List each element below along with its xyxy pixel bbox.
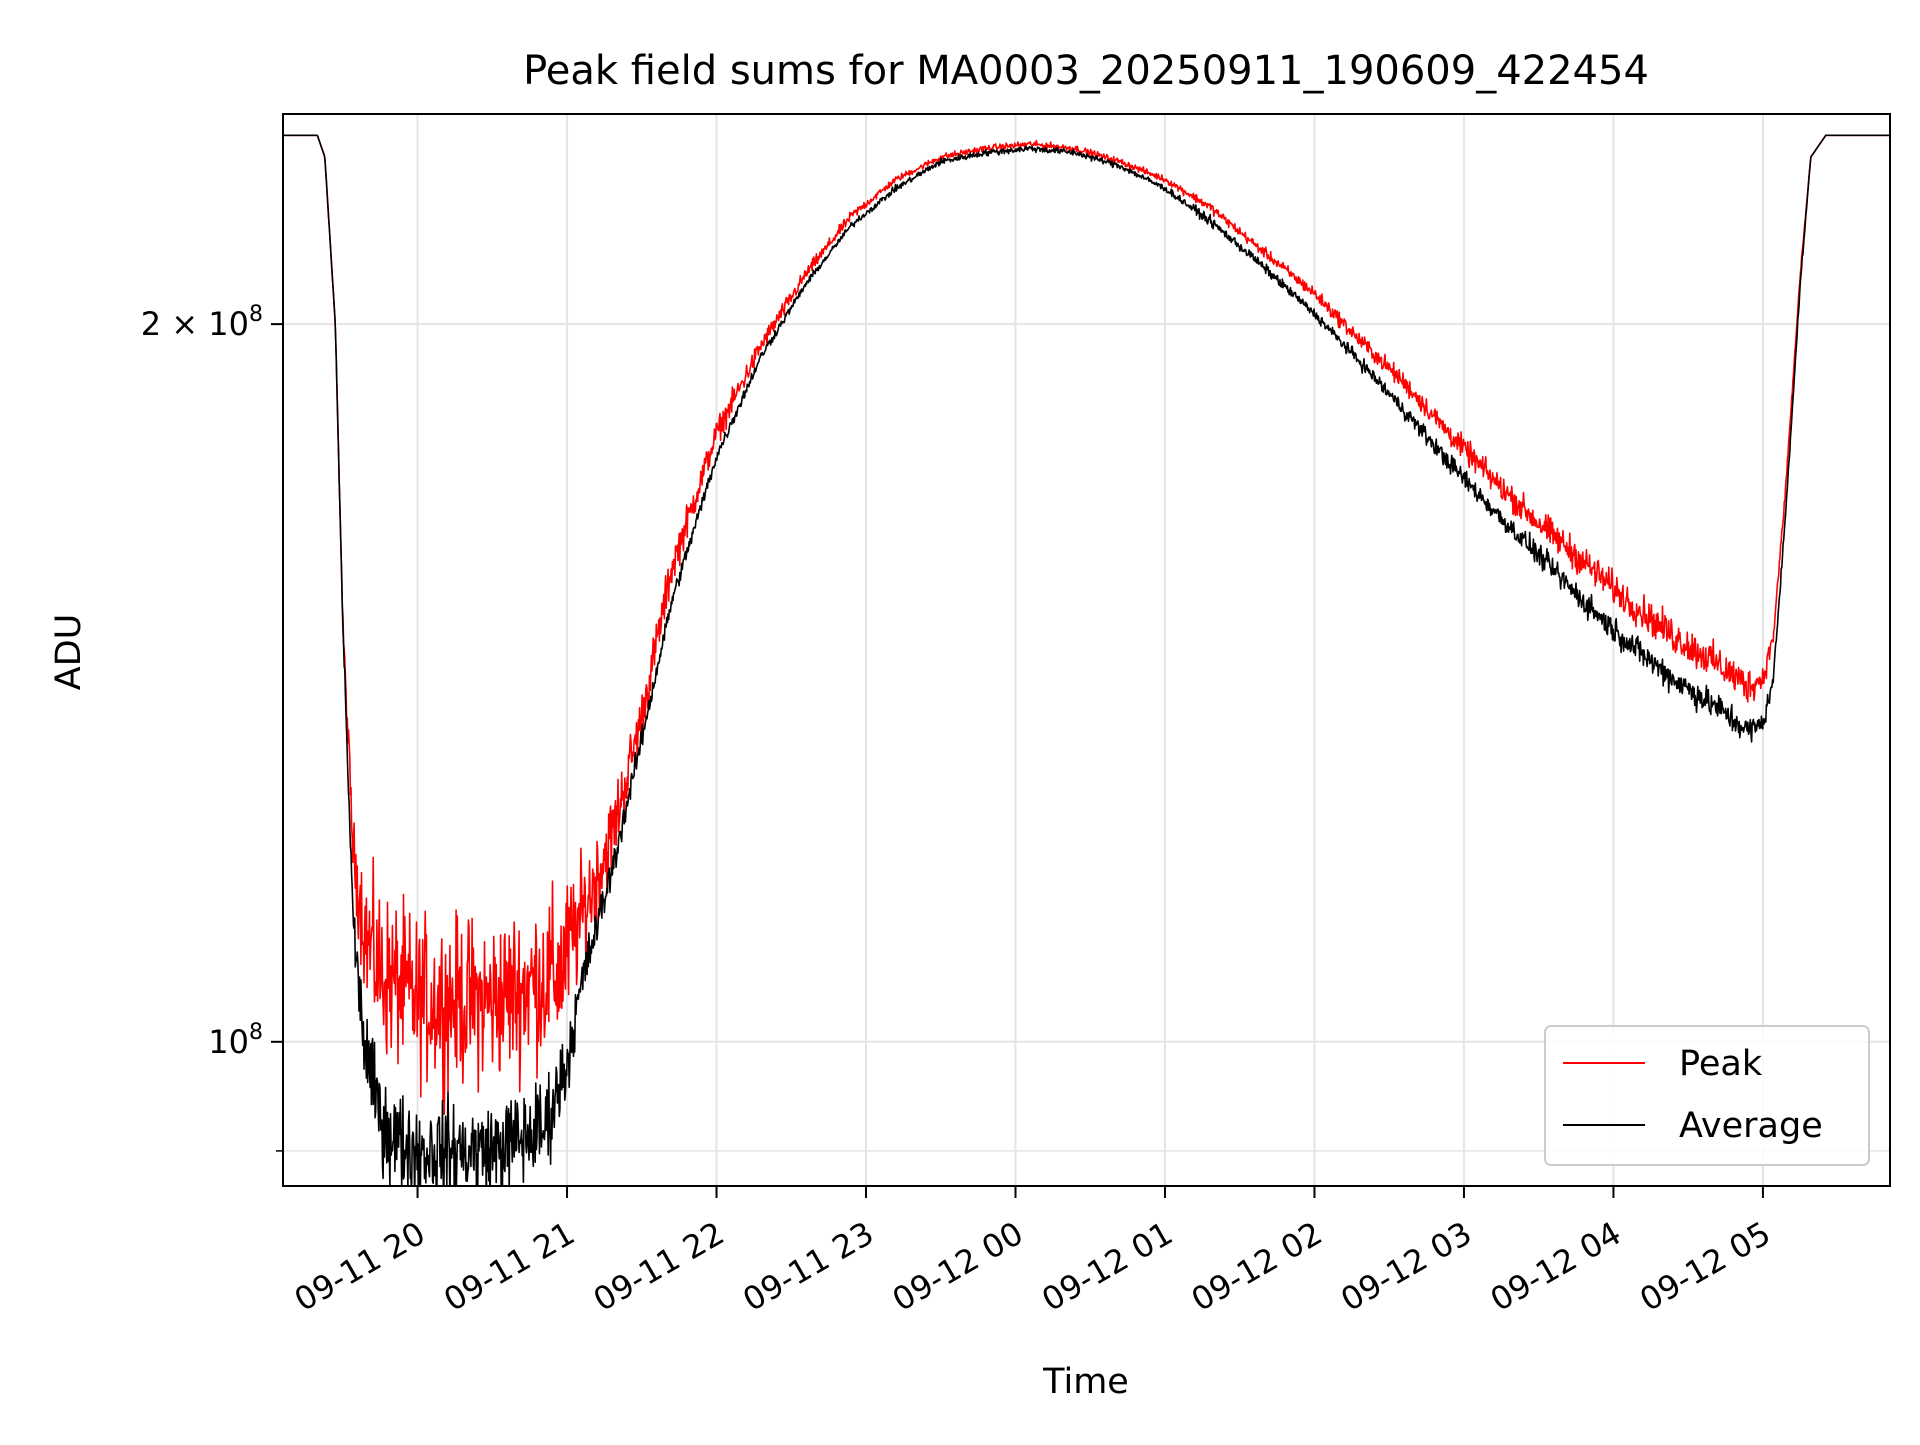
legend-label-average: Average [1679,1106,1823,1146]
legend-label-peak: Peak [1679,1044,1763,1084]
series-line-average [283,134,1890,1186]
x-axis-label: Time [1042,1362,1129,1402]
y-tick-label: 108 [208,1020,263,1061]
legend-box [1544,1025,1870,1166]
legend: Peak Average [1544,1025,1870,1166]
y-tick-label: 2 × 108 [141,302,263,343]
series-layer [283,134,1890,1186]
chart-title: Peak field sums for MA0003_20250911_1906… [523,48,1649,94]
series-line-peak [283,134,1890,1115]
plot-frame [282,113,1891,1187]
y-axis-label: ADU [49,614,89,691]
